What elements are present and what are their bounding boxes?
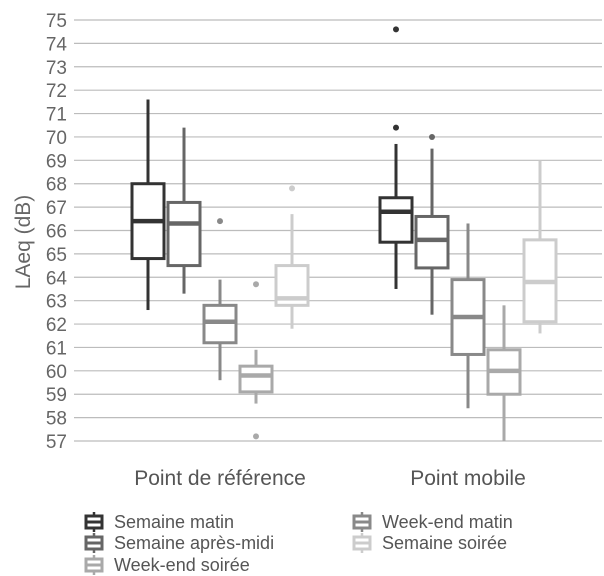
- legend: Semaine matin Week-end matin Semaine après…: [84, 512, 513, 575]
- box-2-2: [414, 133, 450, 315]
- box-1-1: [130, 99, 166, 311]
- box-3-1: [202, 218, 238, 381]
- box-iqr: [166, 200, 202, 268]
- outlier-point: [217, 218, 223, 225]
- outlier-point: [393, 124, 399, 131]
- y-axis-label: LAeq (dB): [12, 195, 35, 290]
- box-groups: [130, 26, 558, 441]
- legend-label: Semaine matin: [114, 512, 234, 532]
- x-category-label: Point de référence: [134, 467, 306, 490]
- y-tick-label: 74: [46, 34, 68, 55]
- y-tick-label: 59: [46, 385, 67, 406]
- y-tick-label: 71: [46, 105, 67, 126]
- legend-label: Semaine après-midi: [114, 533, 274, 553]
- box-3-2: [450, 223, 486, 409]
- box-4-2: [486, 305, 522, 441]
- outlier-point: [429, 133, 435, 140]
- legend-label: Week-end soirée: [114, 555, 250, 575]
- y-tick-label: 75: [46, 11, 67, 32]
- box-iqr: [238, 364, 274, 394]
- box-1-2: [378, 26, 414, 289]
- legend-label: Semaine soirée: [382, 533, 507, 553]
- y-tick-label: 66: [46, 222, 67, 243]
- y-tick-label: 70: [46, 128, 67, 149]
- x-category-label: Point mobile: [410, 467, 526, 490]
- y-tick-label: 62: [46, 315, 67, 336]
- y-tick-label: 57: [46, 432, 67, 453]
- outlier-point: [393, 26, 399, 33]
- legend-item: Week-end matin: [352, 512, 513, 532]
- box-2-1: [166, 127, 202, 294]
- box-4-1: [238, 281, 274, 440]
- outlier-point: [289, 185, 295, 192]
- y-tick-label: 67: [46, 198, 67, 219]
- x-axis-ticks: Point de référence Point mobile: [134, 467, 526, 490]
- y-tick-label: 65: [46, 245, 67, 266]
- y-tick-label: 60: [46, 362, 67, 383]
- legend-item: Semaine après-midi: [84, 533, 274, 553]
- box-5-1: [274, 185, 310, 329]
- box-iqr: [378, 196, 414, 244]
- y-tick-label: 73: [46, 58, 67, 79]
- box-5-2: [522, 160, 558, 334]
- legend-item: Semaine matin: [84, 512, 234, 532]
- y-tick-label: 61: [46, 338, 67, 359]
- y-tick-label: 72: [46, 81, 67, 102]
- y-tick-label: 64: [46, 268, 68, 289]
- outlier-point: [253, 281, 259, 288]
- box-iqr: [202, 303, 238, 345]
- y-tick-label: 58: [46, 409, 67, 430]
- legend-label: Week-end matin: [382, 512, 513, 532]
- y-tick-label: 68: [46, 175, 67, 196]
- legend-item: Semaine soirée: [352, 533, 507, 553]
- box-iqr: [414, 214, 450, 270]
- legend-item: Week-end soirée: [84, 555, 250, 575]
- y-tick-label: 63: [46, 292, 67, 313]
- y-tick-label: 69: [46, 151, 67, 172]
- outlier-point: [253, 433, 259, 440]
